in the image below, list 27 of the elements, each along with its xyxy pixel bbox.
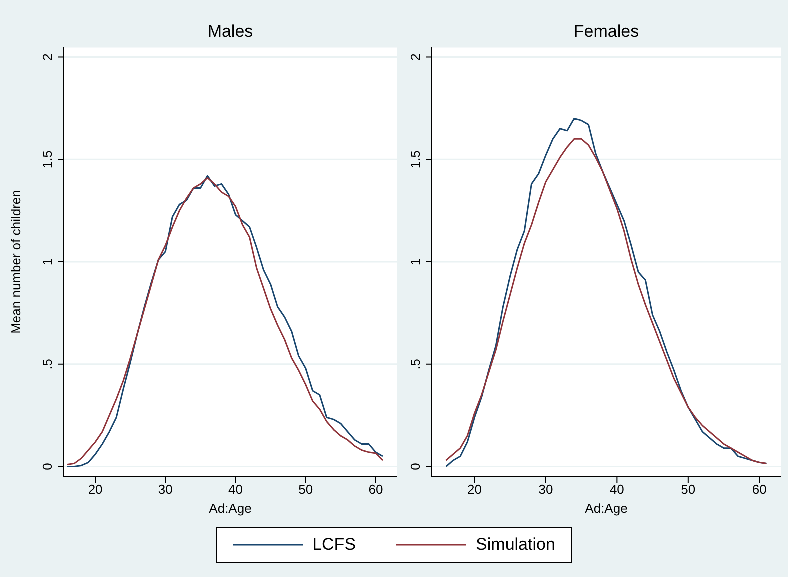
x-axis-title: Ad:Age [209,501,252,516]
y-tick-label: 2 [408,54,423,61]
x-tick-label: 40 [610,482,624,498]
y-tick-label: 1 [408,258,423,266]
y-tick-label: 1.5 [408,150,423,169]
x-tick-label: 20 [88,482,103,498]
legend-label: Simulation [476,535,556,555]
chart-title: Females [572,21,640,43]
y-tick-label: .5 [408,358,423,370]
y-tick-label: 0 [40,463,55,470]
y-tick-label: 2 [40,54,55,61]
x-tick-label: 50 [681,482,696,498]
x-tick-label: 30 [158,482,173,498]
y-tick-label: 1 [40,258,55,266]
y-tick-label: 0 [408,463,423,470]
x-tick-label: 40 [228,482,243,498]
chart-title: Males [206,21,254,43]
x-axis-title: Ad:Age [585,501,628,516]
y-tick-label: 1.5 [40,150,55,169]
y-axis-title: Mean number of children [8,190,24,334]
x-tick-label: 30 [538,482,554,498]
y-tick-label: .5 [40,358,55,370]
legend-label: LCFS [312,535,356,555]
x-tick-label: 50 [298,482,314,498]
x-tick-label: 20 [468,482,482,498]
x-tick-label: 60 [368,482,384,498]
x-tick-label: 60 [752,482,767,498]
